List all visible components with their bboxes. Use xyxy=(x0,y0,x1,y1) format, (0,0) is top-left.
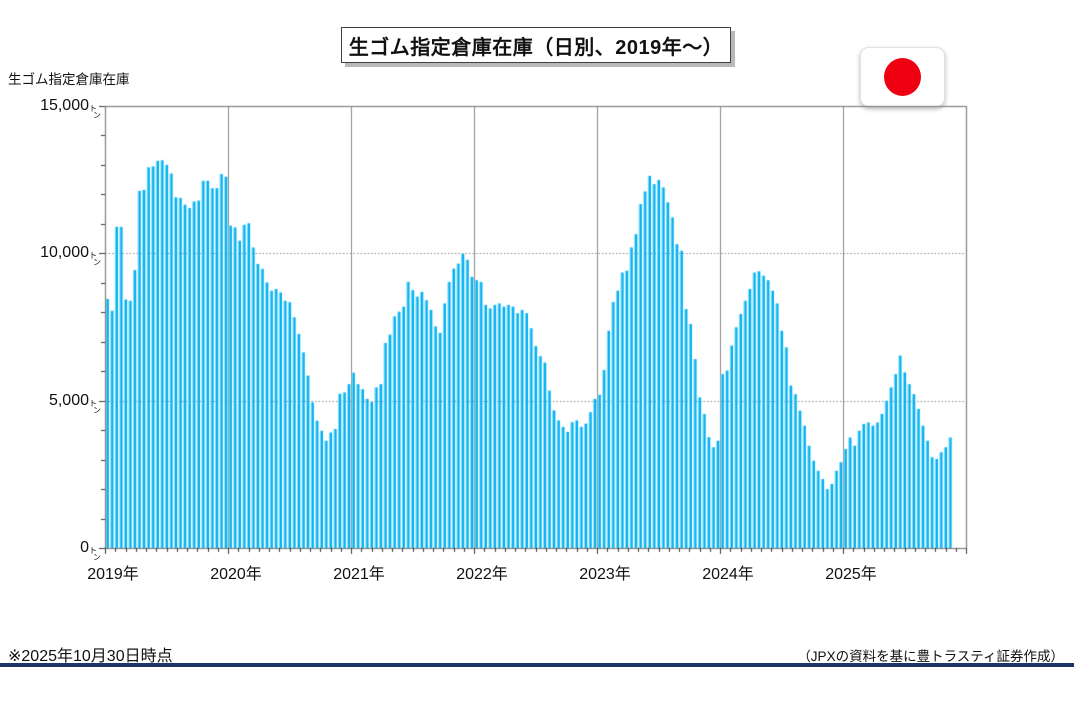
y-axis-title: 生ゴム指定倉庫在庫 xyxy=(8,72,130,87)
chart-title-box: 生ゴム指定倉庫在庫（日別、2019年～） xyxy=(341,27,731,63)
inventory-bar-chart xyxy=(80,95,980,567)
y-tick-label: 15,000 トン xyxy=(40,97,101,120)
chart-title: 生ゴム指定倉庫在庫（日別、2019年～） xyxy=(348,36,724,59)
japan-flag-circle-icon xyxy=(884,58,921,96)
footer-divider-line xyxy=(0,663,1074,667)
y-tick-label: 5,000 トン xyxy=(48,391,101,415)
x-tick-label: 2020年 xyxy=(210,566,262,583)
source-credit: （JPXの資料を基に豊トラスティ証券作成） xyxy=(797,649,1064,664)
y-tick-label: 10,000 トン xyxy=(40,244,101,268)
x-tick-label: 2025年 xyxy=(825,566,877,583)
as-of-date-note: ※2025年10月30日時点 xyxy=(8,648,173,665)
x-tick-label: 2021年 xyxy=(333,566,385,583)
x-tick-label: 2022年 xyxy=(456,566,508,583)
x-tick-label: 2019年 xyxy=(87,566,139,583)
x-tick-label: 2024年 xyxy=(702,566,754,583)
x-tick-label: 2023年 xyxy=(579,566,631,583)
